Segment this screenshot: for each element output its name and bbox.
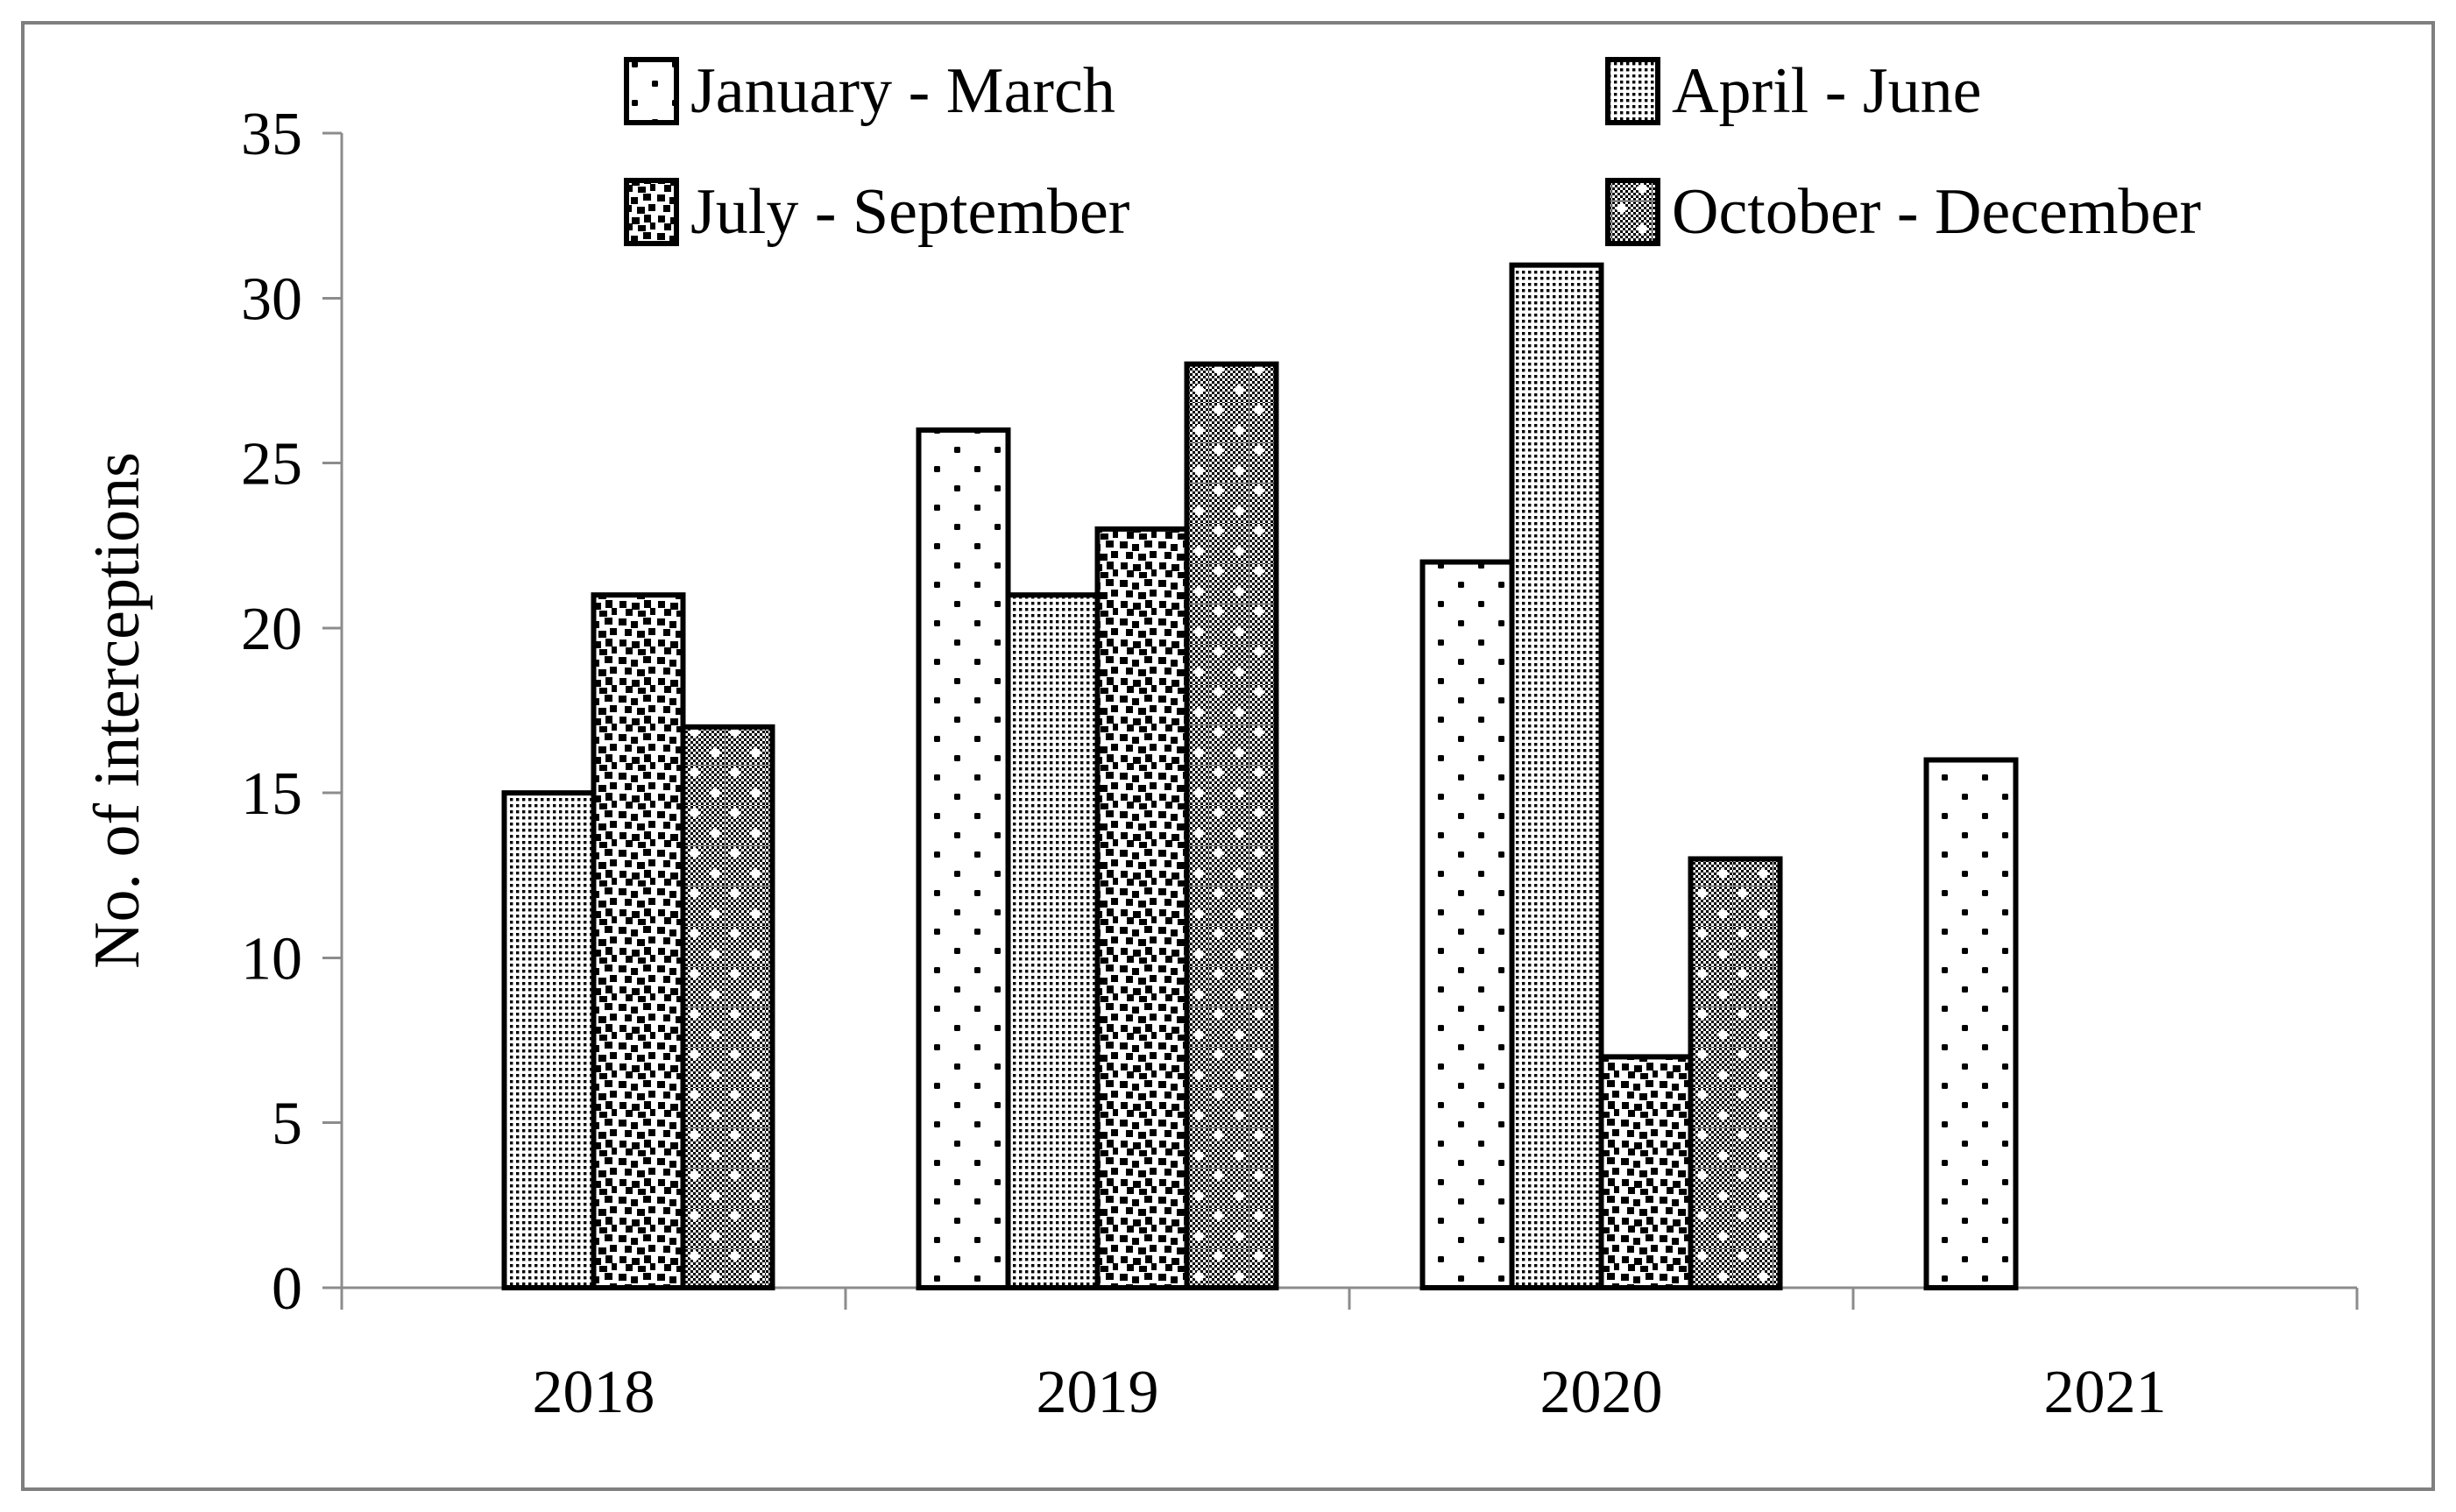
legend: January - March April - June July - Septem… [624,55,2201,248]
bar-2020-january-march [1419,559,1515,1290]
legend-label: July - September [690,176,1129,248]
bar-2019-july-september [1094,526,1190,1290]
y-tick-label: 30 [241,265,302,333]
x-category-label: 2019 [1037,1359,1159,1426]
bar-2020-april-june [1509,262,1604,1291]
y-tick-label: 15 [241,760,302,828]
legend-label: April - June [1672,55,1982,127]
legend-swatch-october-december-icon [1605,178,1660,246]
x-category-label: 2021 [2044,1359,2167,1426]
y-tick-label: 25 [241,431,302,498]
legend-label: October - December [1672,176,2201,248]
bar-2021-january-march [1923,757,2019,1290]
y-tick-label: 35 [241,101,302,168]
legend-item-april-june: April - June [1605,55,1982,127]
y-tick-label: 10 [241,925,302,993]
y-axis-title: No. of interceptions [81,452,153,969]
bar-2018-july-september [591,592,686,1290]
legend-label: January - March [690,55,1115,127]
legend-item-july-september: July - September [624,176,1129,248]
legend-item-october-december: October - December [1605,176,2201,248]
bar-2018-october-december [680,724,775,1290]
bar-2020-july-september [1598,1054,1694,1291]
bar-2019-april-june [1005,592,1101,1290]
bar-2019-january-march [916,427,1011,1290]
bar-2018-april-june [501,790,597,1290]
x-category-label: 2020 [1540,1359,1663,1426]
legend-swatch-january-march-icon [624,57,679,125]
legend-swatch-july-september-icon [624,178,679,246]
bars [501,262,2019,1291]
legend-item-january-march: January - March [624,55,1115,127]
x-category-label: 2018 [533,1359,655,1426]
y-tick-label: 20 [241,596,302,663]
bar-2019-october-december [1184,361,1279,1291]
bar-2020-october-december [1688,856,1783,1290]
legend-swatch-april-june-icon [1605,57,1660,125]
y-tick-label: 0 [272,1255,302,1323]
y-tick-label: 5 [272,1091,302,1158]
figure-border [21,21,2435,1491]
